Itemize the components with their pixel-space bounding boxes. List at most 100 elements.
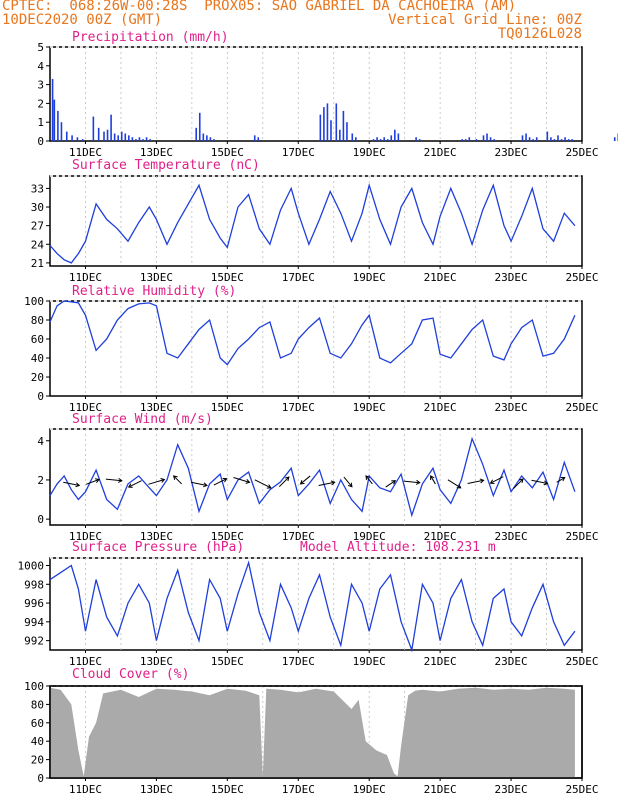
precipitation-bar (383, 137, 385, 141)
cloud-title: Cloud Cover (%) (72, 667, 189, 682)
precipitation-bar (113, 133, 116, 141)
humidity-ytick-label: 0 (37, 390, 44, 403)
header-date: 10DEC2020 00Z (GMT) (2, 12, 163, 28)
pressure-xtick-label: 17DEC (282, 655, 315, 668)
cloud-xtick-label: 21DEC (424, 783, 457, 796)
precipitation-bar (339, 129, 341, 141)
precipitation-bar (535, 137, 538, 141)
precipitation-bar (342, 110, 345, 141)
precipitation-bar (206, 135, 208, 141)
temperature-ytick-label: 27 (31, 220, 44, 233)
precipitation-bar (149, 139, 151, 141)
precipitation-bar (57, 110, 59, 141)
temperature-ytick-label: 24 (31, 238, 45, 251)
precipitation-bar (257, 137, 260, 141)
wind-vector (531, 479, 548, 484)
wind-vector (556, 477, 565, 483)
cloud-ytick-label: 60 (31, 717, 44, 730)
precipitation-bar (110, 114, 112, 141)
precipitation-bar (560, 139, 563, 141)
precipitation-bar (376, 137, 378, 141)
precipitation-bar (532, 139, 534, 141)
wind-vector-head (245, 479, 251, 484)
precipitation-bar (464, 139, 467, 141)
precipitation-bar (525, 133, 527, 141)
precipitation-bar (553, 139, 556, 141)
wind-vector-head (75, 482, 81, 488)
wind-vector (343, 476, 353, 488)
precipitation-bar (418, 139, 421, 141)
wind-vector-head (203, 482, 208, 488)
temperature-xtick-label: 13DEC (140, 271, 173, 284)
precipitation-bar (557, 135, 559, 141)
wind-vector-head (118, 477, 123, 483)
precipitation-ytick-label: 5 (37, 41, 44, 54)
pressure-ytick-label: 1000 (18, 560, 45, 573)
precipitation-bar (138, 137, 141, 141)
wind-vector-head (222, 477, 228, 483)
precipitation-xtick-label: 13DEC (140, 146, 173, 159)
precipitation-bar (142, 139, 144, 141)
temperature-ytick-label: 33 (31, 182, 44, 195)
humidity-title: Relative Humidity (%) (72, 284, 236, 299)
wind-vector-head (365, 475, 370, 480)
wind-ytick-label: 0 (37, 513, 44, 526)
precipitation-xtick-label: 21DEC (424, 146, 457, 159)
precipitation-xtick-label: 17DEC (282, 146, 315, 159)
precipitation-xtick-label: 15DEC (211, 146, 244, 159)
pressure-xtick-label: 25DEC (565, 655, 598, 668)
humidity-ytick-label: 100 (24, 295, 44, 308)
wind-xtick-label: 23DEC (495, 530, 528, 543)
precipitation-ytick-label: 0 (37, 135, 44, 148)
cloud-area (50, 687, 575, 778)
precipitation-bar (97, 127, 100, 141)
precipitation-bar (330, 120, 332, 141)
wind-xtick-label: 21DEC (424, 530, 457, 543)
precipitation-xtick-label: 23DEC (495, 146, 528, 159)
precipitation-bar (65, 131, 68, 141)
wind-vector (173, 475, 183, 485)
precipitation-bar (60, 122, 63, 141)
precipitation-bar (117, 135, 119, 141)
wind-vector-head (518, 478, 524, 484)
cloud-xtick-label: 13DEC (140, 783, 173, 796)
wind-vector-head (391, 480, 397, 485)
precipitation-bar (81, 139, 84, 141)
precipitation-bar (489, 137, 492, 141)
precipitation-bar (567, 139, 570, 141)
humidity-ytick-label: 60 (31, 333, 44, 346)
header-station-line: CPTEC: 068:26W-00:28S PROX05: SAO GABRIE… (2, 0, 517, 14)
wind-vector-head (415, 479, 421, 485)
precipitation-bar (521, 135, 524, 141)
precipitation-bar (145, 137, 148, 141)
temperature-xtick-label: 17DEC (282, 271, 315, 284)
precipitation-bar (76, 137, 79, 141)
precipitation-bar (550, 137, 552, 141)
wind-vector-head (266, 484, 272, 489)
temperature-xtick-label: 11DEC (69, 271, 102, 284)
cloud-xtick-label: 25DEC (565, 783, 598, 796)
wind-vector (385, 480, 396, 488)
pressure-series-line (49, 560, 576, 653)
precipitation-bar (124, 133, 127, 141)
precipitation-bar (323, 107, 325, 141)
pressure-xtick-label: 13DEC (140, 655, 173, 668)
pressure-xtick-label: 23DEC (495, 655, 528, 668)
wind-vector-head (299, 479, 305, 485)
wind-vector (447, 479, 461, 489)
precipitation-bar (379, 139, 382, 141)
precipitation-bar (213, 139, 215, 141)
temperature-xtick-label: 23DEC (495, 271, 528, 284)
header-model: TQ0126L028 (497, 26, 582, 42)
precipitation-bar (390, 135, 393, 141)
precipitation-bar (209, 137, 212, 141)
humidity-xtick-label: 11DEC (69, 401, 102, 414)
cloud-ytick-label: 20 (31, 754, 44, 767)
precipitation-xtick-label: 11DEC (69, 146, 102, 159)
temperature-ytick-label: 30 (31, 201, 44, 214)
wind-vector-head (560, 477, 566, 482)
precipitation-bar (103, 131, 105, 141)
cloud-ytick-label: 100 (24, 680, 44, 693)
wind-vector (233, 477, 250, 483)
